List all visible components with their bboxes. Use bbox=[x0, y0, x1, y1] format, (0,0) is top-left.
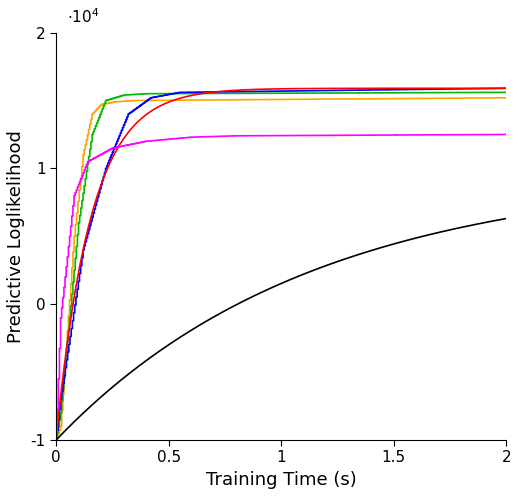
Y-axis label: Predictive Loglikelihood: Predictive Loglikelihood bbox=[7, 130, 25, 343]
X-axis label: Training Time (s): Training Time (s) bbox=[206, 471, 356, 489]
Text: $\cdot10^4$: $\cdot10^4$ bbox=[67, 7, 99, 26]
